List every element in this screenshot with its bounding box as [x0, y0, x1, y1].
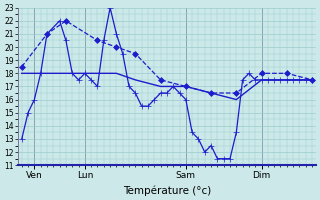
X-axis label: Température (°c): Température (°c) — [123, 185, 211, 196]
